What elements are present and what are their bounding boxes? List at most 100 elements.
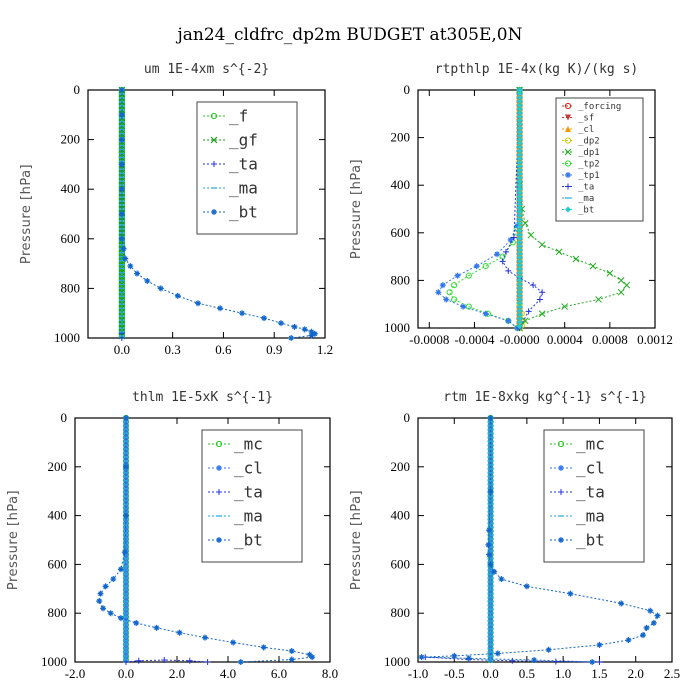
x-tick-label: 0.0008 [592, 332, 628, 347]
data-point [516, 300, 523, 307]
data-point [516, 292, 523, 299]
x-tick-label: 6.0 [271, 666, 287, 681]
data-point [161, 657, 168, 664]
legend-marker [558, 537, 564, 543]
chart-panel-3: thlm 1E-5xK s^{-1} Pressure [hPa] 0 200 400 6… [6, 390, 338, 681]
data-point [123, 512, 129, 519]
y-tick-label: 200 [391, 459, 411, 474]
data-point [516, 227, 523, 234]
data-point [516, 231, 523, 238]
legend-label: _cl [578, 125, 594, 135]
data-point [516, 102, 523, 109]
data-point [186, 657, 193, 664]
data-point [516, 288, 523, 295]
data-point [516, 125, 523, 132]
data-point [291, 323, 298, 330]
data-point [230, 639, 237, 646]
data-point [516, 90, 523, 97]
data-point [97, 590, 104, 597]
data-point [516, 128, 523, 135]
plot-frame [417, 89, 656, 329]
data-point [217, 305, 224, 312]
legend-label: _mc [234, 435, 263, 454]
data-point [308, 332, 315, 339]
data-point [595, 296, 602, 303]
series-bt [418, 415, 661, 665]
data-point [306, 651, 313, 658]
data-point [596, 659, 603, 665]
chart-panel-1: um 1E-4xm s^{-2} Pressure [hPa] 0 200 400 600… [19, 62, 333, 357]
data-point [516, 208, 523, 215]
data-point [494, 650, 501, 657]
legend-marker [558, 489, 564, 495]
data-point [516, 182, 523, 189]
data-point [260, 644, 267, 651]
data-point [516, 170, 523, 177]
data-point [117, 615, 124, 622]
data-point [454, 272, 461, 279]
data-point [110, 576, 117, 583]
legend-marker [210, 112, 218, 120]
x-tick-label: -2.0 [65, 666, 86, 681]
y-tick-label: 1000 [54, 330, 80, 345]
series-line [449, 89, 521, 329]
data-point [288, 648, 295, 655]
data-point [516, 117, 523, 124]
data-point [555, 248, 563, 256]
y-tick-label: 200 [48, 459, 68, 474]
data-point [561, 303, 569, 310]
data-point [494, 251, 500, 258]
data-point [505, 317, 512, 324]
legend-marker [558, 465, 564, 471]
data-point [176, 629, 183, 636]
data-point [120, 245, 127, 252]
data-point [308, 328, 315, 335]
legend-marker [565, 114, 571, 121]
data-point [516, 106, 523, 113]
legend-marker [565, 206, 571, 213]
legend-label: _bt [578, 206, 594, 216]
data-point [499, 258, 506, 265]
data-point [516, 281, 523, 288]
data-point [647, 607, 654, 614]
panel-title: rtm 1E-8xkg kg^{-1} s^{-1} [443, 390, 647, 405]
data-point [516, 265, 523, 272]
legend-label: _ma [234, 507, 263, 526]
data-point [516, 174, 523, 181]
legend-label: _bt [234, 531, 263, 550]
data-point [525, 308, 532, 315]
data-point [117, 566, 124, 573]
y-axis-label: Pressure [hPa] [349, 159, 364, 259]
series-bt [96, 415, 316, 665]
x-tick-label: 0.0012 [637, 332, 673, 347]
data-point [301, 326, 308, 333]
legend-marker [211, 209, 217, 215]
data-point [567, 590, 574, 597]
legend-marker [216, 465, 222, 471]
y-axis-label: Pressure [hPa] [6, 490, 21, 590]
data-point [418, 654, 425, 661]
data-point [451, 652, 458, 659]
data-point [639, 632, 646, 639]
legend-label: _bt [229, 203, 258, 222]
y-tick-label: 1000 [384, 320, 410, 335]
data-point [516, 296, 523, 303]
data-point [516, 151, 523, 158]
data-point [237, 659, 244, 665]
data-point [516, 277, 523, 284]
data-point [516, 224, 523, 231]
data-point [516, 269, 523, 276]
data-point [516, 285, 523, 292]
data-point [516, 315, 523, 322]
data-point [311, 330, 318, 337]
x-tick-label: 2.0 [628, 666, 644, 681]
data-point [538, 310, 546, 318]
data-point [530, 282, 537, 289]
series-bt [516, 87, 523, 330]
data-point [118, 161, 125, 168]
data-point [516, 201, 523, 208]
data-point [505, 267, 512, 274]
data-point [617, 288, 625, 296]
legend-marker [564, 160, 572, 167]
data-point [516, 98, 523, 105]
